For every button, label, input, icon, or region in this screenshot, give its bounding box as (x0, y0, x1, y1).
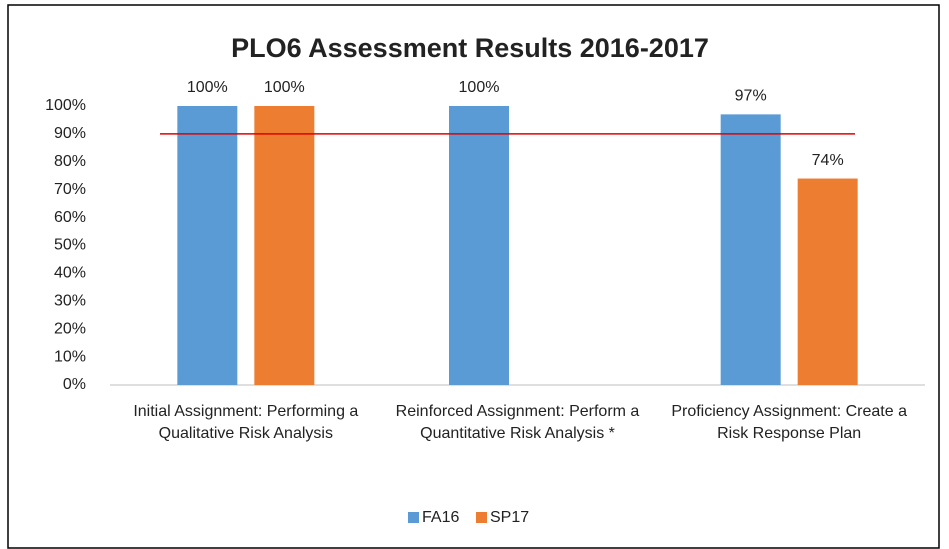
chart-title: PLO6 Assessment Results 2016-2017 (231, 33, 709, 63)
y-tick-label: 10% (54, 348, 86, 365)
y-tick-label: 20% (54, 320, 86, 337)
legend-swatch (476, 512, 487, 523)
y-tick-label: 60% (54, 209, 86, 226)
y-tick-label: 80% (54, 153, 86, 170)
bar (720, 114, 781, 386)
y-tick-label: 70% (54, 181, 86, 198)
y-tick-label: 100% (45, 97, 86, 114)
data-label: 100% (264, 79, 305, 96)
y-tick-label: 90% (54, 125, 86, 142)
bar (254, 106, 315, 385)
x-tick-label: Proficiency Assignment: Create a Risk Re… (671, 403, 907, 442)
legend-label: FA16 (422, 509, 459, 526)
y-tick-label: 30% (54, 293, 86, 310)
y-tick-label: 50% (54, 237, 86, 254)
y-tick-label: 0% (63, 376, 86, 393)
data-label: 100% (459, 79, 500, 96)
x-tick-label: Reinforced Assignment: Perform a Quantit… (395, 403, 640, 442)
bar (797, 178, 858, 385)
bar (177, 106, 238, 385)
bar (449, 106, 509, 385)
legend-swatch (408, 512, 419, 523)
data-label: 97% (735, 88, 767, 105)
x-tick-label: Initial Assignment: Performing a Qualita… (133, 403, 359, 442)
y-tick-label: 40% (54, 265, 86, 282)
legend-label: SP17 (490, 509, 529, 526)
data-label: 100% (187, 79, 228, 96)
data-label: 74% (812, 152, 844, 169)
